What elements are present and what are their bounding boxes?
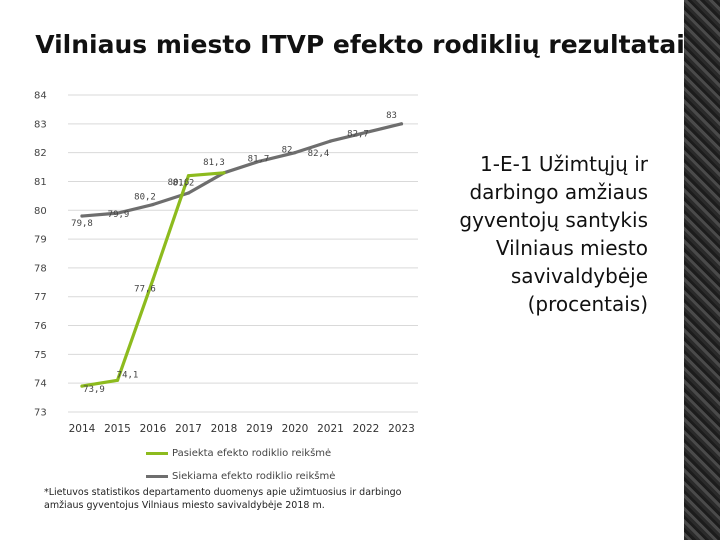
data-point-achieved-2017 xyxy=(186,174,191,178)
data-point-target-2014 xyxy=(80,214,84,218)
y-tick-label-78: 78 xyxy=(34,263,47,274)
data-label-target-2019: 81,7 xyxy=(248,154,270,164)
data-label-target-2023: 83 xyxy=(386,111,397,121)
decorative-edge-texture xyxy=(684,0,720,540)
x-tick-label-2019: 2019 xyxy=(246,423,273,435)
data-label-achieved-2016: 77,6 xyxy=(134,284,156,294)
footnote: *Lietuvos statistikos departamento duome… xyxy=(44,487,402,511)
data-label-target-2018: 81,3 xyxy=(203,158,225,168)
data-label-target-2020: 82 xyxy=(282,146,293,156)
legend-label-target: Siekiama efekto rodiklio reikšmė xyxy=(172,471,336,482)
data-point-target-2021 xyxy=(328,139,333,143)
data-label-achieved-2015: 74,1 xyxy=(117,370,139,380)
x-tick-label-2020: 2020 xyxy=(282,423,309,435)
y-tick-label-82: 82 xyxy=(34,148,47,159)
legend-item-achieved: Pasiekta efekto rodiklio reikšmė xyxy=(146,442,335,465)
legend: Pasiekta efekto rodiklio reikšmė Siekiam… xyxy=(146,442,335,488)
x-tick-label-2023: 2023 xyxy=(388,423,415,435)
x-tick-label-2022: 2022 xyxy=(353,423,380,435)
page-title: Vilniaus miesto ITVP efekto rodiklių rez… xyxy=(35,30,685,59)
legend-label-achieved: Pasiekta efekto rodiklio reikšmė xyxy=(172,448,332,459)
data-point-target-2023 xyxy=(399,122,404,126)
y-axis-ticks: 73 74 75 76 77 78 79 80 81 82 83 84 xyxy=(34,91,47,419)
data-label-target-2014: 79,8 xyxy=(71,219,93,229)
x-tick-label-2016: 2016 xyxy=(140,423,167,435)
data-point-achieved-2016 xyxy=(151,277,155,282)
data-point-achieved-2018 xyxy=(222,171,226,175)
data-point-target-2017 xyxy=(186,191,191,195)
data-label-achieved-2017: 81,2 xyxy=(173,179,195,189)
y-tick-label-75: 75 xyxy=(34,350,47,361)
series-lines xyxy=(80,122,404,388)
data-point-target-2015 xyxy=(115,211,120,215)
data-point-target-2016 xyxy=(151,202,155,207)
x-tick-label-2021: 2021 xyxy=(317,423,344,435)
data-point-target-2019 xyxy=(257,159,262,163)
y-tick-label-80: 80 xyxy=(34,206,47,217)
x-tick-label-2017: 2017 xyxy=(175,423,202,435)
x-tick-label-2018: 2018 xyxy=(211,423,238,435)
data-label-target-2015: 79,9 xyxy=(108,210,130,220)
series-line-target xyxy=(80,122,404,218)
data-label-target-2017: 80,6 xyxy=(168,178,190,188)
y-tick-label-74: 74 xyxy=(34,379,47,390)
data-label-achieved-2014: 73,9 xyxy=(83,385,105,395)
data-label-target-2022: 82,7 xyxy=(347,129,369,139)
legend-item-target: Siekiama efekto rodiklio reikšmė xyxy=(146,465,335,488)
y-tick-label-77: 77 xyxy=(34,292,47,303)
x-tick-label-2014: 2014 xyxy=(69,423,96,435)
data-label-target-2021: 82,4 xyxy=(308,149,330,159)
gridlines xyxy=(68,94,418,413)
data-point-target-2022 xyxy=(364,130,368,135)
legend-swatch-achieved xyxy=(146,452,168,455)
data-label-target-2016: 80,2 xyxy=(134,193,156,203)
x-tick-label-2015: 2015 xyxy=(104,423,131,435)
legend-swatch-target xyxy=(146,475,168,478)
indicator-caption: 1-E-1 Užimtųjų ir darbingo amžiaus gyven… xyxy=(459,152,648,316)
y-tick-label-84: 84 xyxy=(34,91,47,102)
y-tick-label-76: 76 xyxy=(34,321,47,332)
data-point-achieved-2015 xyxy=(115,378,120,382)
y-tick-label-83: 83 xyxy=(34,119,47,130)
y-tick-label-73: 73 xyxy=(34,408,47,419)
data-labels: 73,9 74,1 77,6 81,2 79,8 79,9 80,2 80,6 81,3 81,7… xyxy=(71,111,397,395)
data-point-target-2020 xyxy=(293,151,297,155)
data-point-achieved-2014 xyxy=(80,384,84,388)
x-axis-ticks: 2014 2015 2016 2017 2018 2019 2020 2021 2022 2023 xyxy=(69,423,415,435)
y-tick-label-81: 81 xyxy=(34,177,47,188)
y-tick-label-79: 79 xyxy=(34,235,47,246)
